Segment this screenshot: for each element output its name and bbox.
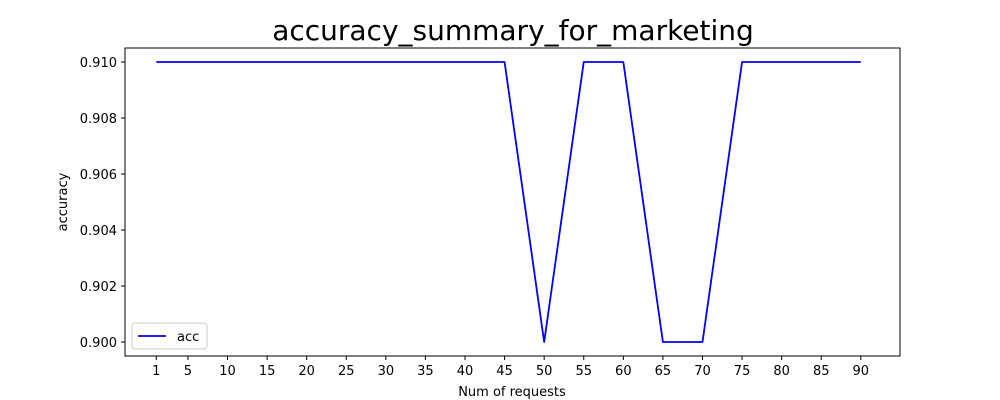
x-axis: 1 5 10 15 20 25 30 35 40 45 50 55 60 65 70 75 80 85 90 [152, 356, 869, 379]
x-tick-label: 1 [152, 364, 160, 379]
chart-title: accuracy_summary_for_marketing [272, 14, 754, 47]
legend: acc [131, 322, 208, 350]
x-tick-label: 30 [378, 364, 395, 379]
x-tick-label: 45 [496, 364, 513, 379]
y-tick-label: 0.906 [80, 168, 117, 183]
x-tick-label: 85 [813, 364, 830, 379]
y-tick-label: 0.902 [80, 280, 117, 295]
x-tick-label: 60 [615, 364, 632, 379]
x-tick-label: 15 [259, 364, 276, 379]
x-tick-label: 40 [457, 364, 474, 379]
series-layer [156, 61, 861, 343]
x-tick-label: 20 [298, 364, 315, 379]
x-tick-label: 5 [184, 364, 192, 379]
legend-label-acc: acc [177, 330, 199, 345]
y-tick-label: 0.908 [80, 112, 117, 127]
x-tick-label: 65 [655, 364, 672, 379]
plot-frame [124, 47, 901, 357]
x-tick-label: 50 [536, 364, 553, 379]
x-tick-label: 25 [338, 364, 355, 379]
y-tick-label: 0.910 [80, 56, 117, 71]
y-axis: 0.900 0.902 0.904 0.906 0.908 0.910 [80, 56, 125, 351]
x-tick-label: 90 [853, 364, 870, 379]
legend-box [131, 322, 208, 350]
y-axis-label: accuracy [56, 172, 71, 231]
x-tick-label: 75 [734, 364, 751, 379]
y-tick-label: 0.904 [80, 224, 117, 239]
x-tick-label: 35 [417, 364, 434, 379]
x-tick-label: 10 [219, 364, 236, 379]
x-axis-label: Num of requests [458, 385, 566, 400]
x-tick-label: 55 [575, 364, 592, 379]
y-tick-label: 0.900 [80, 336, 117, 351]
x-tick-label: 70 [694, 364, 711, 379]
x-tick-label: 80 [773, 364, 790, 379]
series-line-acc [156, 61, 861, 343]
